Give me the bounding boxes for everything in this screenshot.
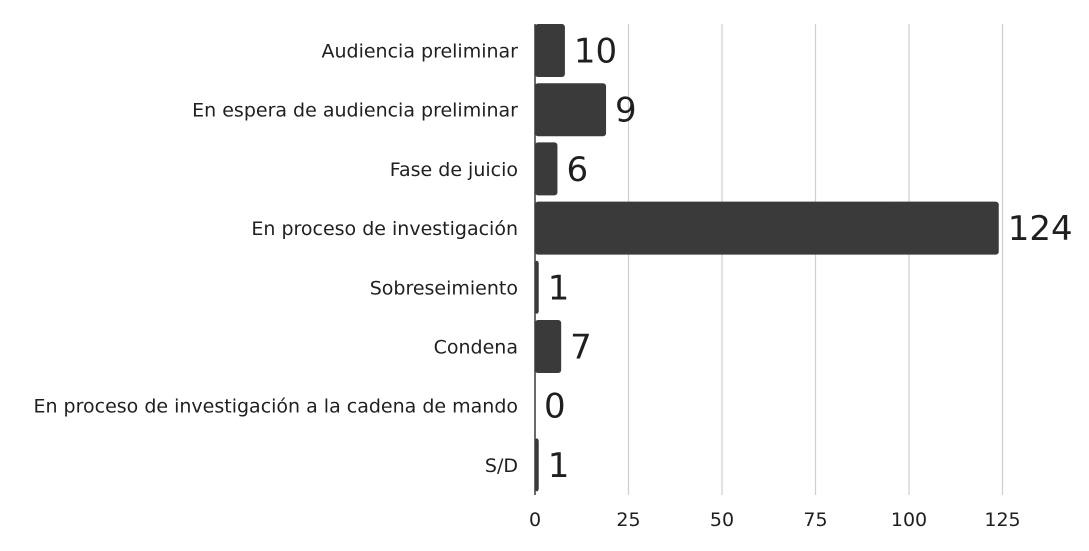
grid-layer — [627, 24, 1004, 495]
bar-4 — [535, 260, 539, 314]
bar-7 — [535, 438, 539, 492]
category-label-1: En espera de audiencia preliminar — [192, 100, 518, 122]
category-label-6: En proceso de investigación a la cadena … — [33, 396, 518, 418]
x-tick-label-50: 50 — [710, 509, 734, 531]
x-tick-label-75: 75 — [803, 509, 827, 531]
category-label-3: En proceso de investigación — [251, 218, 518, 240]
bar-2 — [535, 142, 558, 196]
category-label-0: Audiencia preliminar — [321, 41, 518, 63]
bar-5 — [535, 320, 562, 373]
x-tick-label-100: 100 — [891, 509, 927, 531]
category-label-7: S/D — [485, 455, 518, 477]
value-label-4: 1 — [548, 268, 570, 308]
bar-0 — [535, 24, 565, 77]
value-label-5: 7 — [570, 328, 592, 368]
x-tick-label-0: 0 — [529, 509, 541, 531]
value-label-1: 9 — [615, 91, 637, 131]
value-label-3: 124 — [1008, 209, 1073, 249]
x-tick-label-25: 25 — [616, 509, 640, 531]
value-label-6: 0 — [544, 387, 566, 427]
bar-1 — [535, 83, 607, 137]
bar-layer — [535, 24, 999, 492]
category-label-2: Fase de juicio — [390, 159, 518, 181]
category-label-5: Condena — [434, 337, 518, 359]
value-label-0: 10 — [574, 32, 617, 72]
category-label-4: Sobreseimiento — [370, 277, 518, 299]
x-tick-label-125: 125 — [984, 509, 1020, 531]
value-label-2: 6 — [566, 150, 588, 190]
value-label-7: 1 — [548, 446, 570, 486]
bar-3 — [535, 201, 999, 255]
